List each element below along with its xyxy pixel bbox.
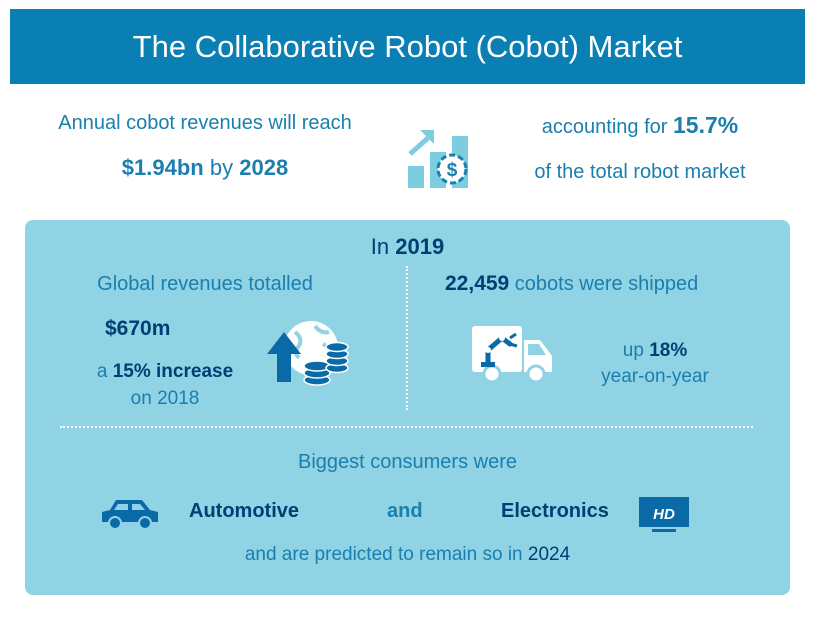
- panel-heading-year: 2019: [395, 234, 445, 259]
- revenue-increase-prefix: a: [96, 361, 108, 382]
- shipments-title: 22,459 cobots were shipped: [445, 272, 698, 296]
- forecast-value: $1.94bn: [121, 155, 204, 180]
- globe-coins-arrow-icon: [267, 321, 349, 386]
- shipments-growth-prefix: up: [622, 340, 644, 361]
- growth-chart-dollar-icon: $: [408, 130, 468, 188]
- share-suffix: of the total robot market: [534, 161, 746, 183]
- vertical-divider: [406, 266, 408, 410]
- tv-hd-label: HD: [653, 506, 675, 523]
- forecast-line1: Annual cobot revenues will reach: [58, 112, 352, 134]
- forecast-revenue: Annual cobot revenues will reach $1.94bn…: [30, 112, 380, 181]
- year-panel: In 2019 Global revenues totalled $670m a…: [25, 220, 790, 595]
- car-icon: [102, 500, 158, 530]
- horizontal-divider: [60, 426, 753, 428]
- consumers-note: and are predicted to remain so in 2024: [25, 544, 790, 566]
- header-banner: The Collaborative Robot (Cobot) Market: [10, 9, 805, 84]
- consumer-and: and: [387, 500, 423, 522]
- shipments-growth-suffix: year-on-year: [601, 366, 709, 387]
- forecast-value-line: $1.94bn by 2028: [30, 155, 380, 181]
- shipments-label: cobots were shipped: [514, 273, 699, 295]
- revenue-value: $670m: [105, 317, 171, 340]
- robot-truck-icon: [472, 326, 552, 384]
- consumers-note-text: and are predicted to remain so in: [244, 544, 523, 565]
- hd-tv-icon: HD: [639, 497, 689, 532]
- consumers-title: Biggest consumers were: [298, 451, 517, 473]
- forecast-by-word: by: [209, 155, 234, 180]
- panel-heading: In 2019: [25, 234, 790, 260]
- share-line: accounting for 15.7%: [500, 112, 780, 139]
- revenue-increase-suffix: on 2018: [130, 388, 200, 409]
- panel-heading-label: In: [370, 234, 390, 259]
- consumer-automotive: Automotive: [189, 500, 299, 522]
- share-prefix: accounting for: [541, 116, 668, 138]
- page-title: The Collaborative Robot (Cobot) Market: [132, 28, 683, 64]
- revenue-increase: a 15% increase on 2018: [55, 358, 275, 412]
- consumers-note-year: 2024: [527, 544, 571, 565]
- shipments-count: 22,459: [445, 272, 510, 295]
- shipments-growth: up 18% year-on-year: [580, 338, 730, 390]
- revenue-increase-value: 15% increase: [112, 361, 234, 382]
- forecast-year: 2028: [239, 155, 289, 180]
- shipments-growth-value: 18%: [649, 340, 688, 361]
- share-value: 15.7%: [672, 112, 739, 138]
- consumer-electronics: Electronics: [501, 500, 609, 522]
- forecast-share: accounting for 15.7% of the total robot …: [500, 112, 780, 184]
- svg-text:$: $: [447, 160, 458, 181]
- revenue-title: Global revenues totalled: [97, 273, 313, 295]
